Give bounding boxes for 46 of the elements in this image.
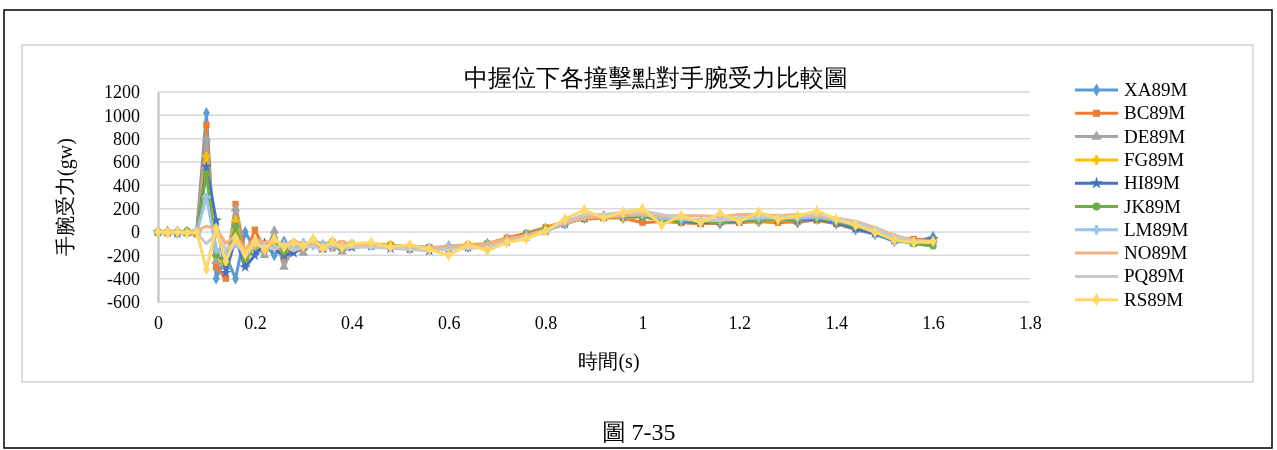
y-tick-label: 200	[113, 198, 140, 219]
legend-label: RS89M	[1124, 288, 1184, 310]
legend-label: BC89M	[1124, 102, 1186, 124]
point	[200, 160, 213, 172]
x-tick-label: 0.2	[244, 312, 267, 333]
y-axis-title: 手腕受力(gw)	[54, 138, 77, 256]
y-tick-label: -400	[107, 268, 140, 289]
caption: 圖 7-35	[601, 419, 676, 445]
y-tick-label: 400	[113, 175, 140, 196]
x-tick-label: 0.4	[341, 312, 364, 333]
y-tick-label: 1200	[104, 82, 140, 103]
chart-title: 中握位下各撞擊點對手腕受力比較圖	[464, 65, 848, 91]
y-tick-label: 800	[113, 128, 140, 149]
x-tick-label: 1.6	[922, 312, 945, 333]
point	[203, 121, 210, 128]
legend-label: JK89M	[1124, 195, 1182, 217]
y-tick-label: 0	[131, 222, 140, 243]
y-tick-label: -600	[107, 292, 140, 313]
point	[251, 226, 259, 233]
x-tick-label: 0.6	[437, 312, 461, 333]
point	[201, 133, 212, 142]
legend-label: XA89M	[1124, 79, 1188, 100]
legend-label: LM89M	[1124, 218, 1189, 240]
legend-label: FG89M	[1124, 148, 1185, 170]
point	[211, 245, 221, 254]
legend-label: HI89M	[1124, 172, 1181, 194]
x-tick-label: 1.2	[728, 312, 752, 333]
legend-label: NO89M	[1124, 242, 1188, 264]
point	[249, 249, 261, 261]
y-tick-label: -200	[107, 245, 140, 266]
x-tick-label: 1.8	[1019, 312, 1042, 333]
x-tick-label: 0	[154, 312, 163, 333]
point	[212, 263, 220, 271]
legend-label: PQ89M	[1124, 265, 1185, 287]
point	[202, 170, 211, 178]
x-axis-title: 時間(s)	[578, 350, 640, 373]
y-tick-label: 600	[113, 152, 140, 173]
point	[269, 225, 280, 234]
x-tick-label: 1	[638, 312, 648, 333]
x-tick-label: 1.4	[825, 312, 848, 333]
point	[239, 261, 251, 272]
legend-label: DE89M	[1124, 125, 1186, 147]
point	[230, 203, 241, 212]
x-tick-label: 0.8	[534, 312, 558, 333]
y-tick-label: 1000	[104, 105, 140, 126]
point	[231, 222, 240, 230]
